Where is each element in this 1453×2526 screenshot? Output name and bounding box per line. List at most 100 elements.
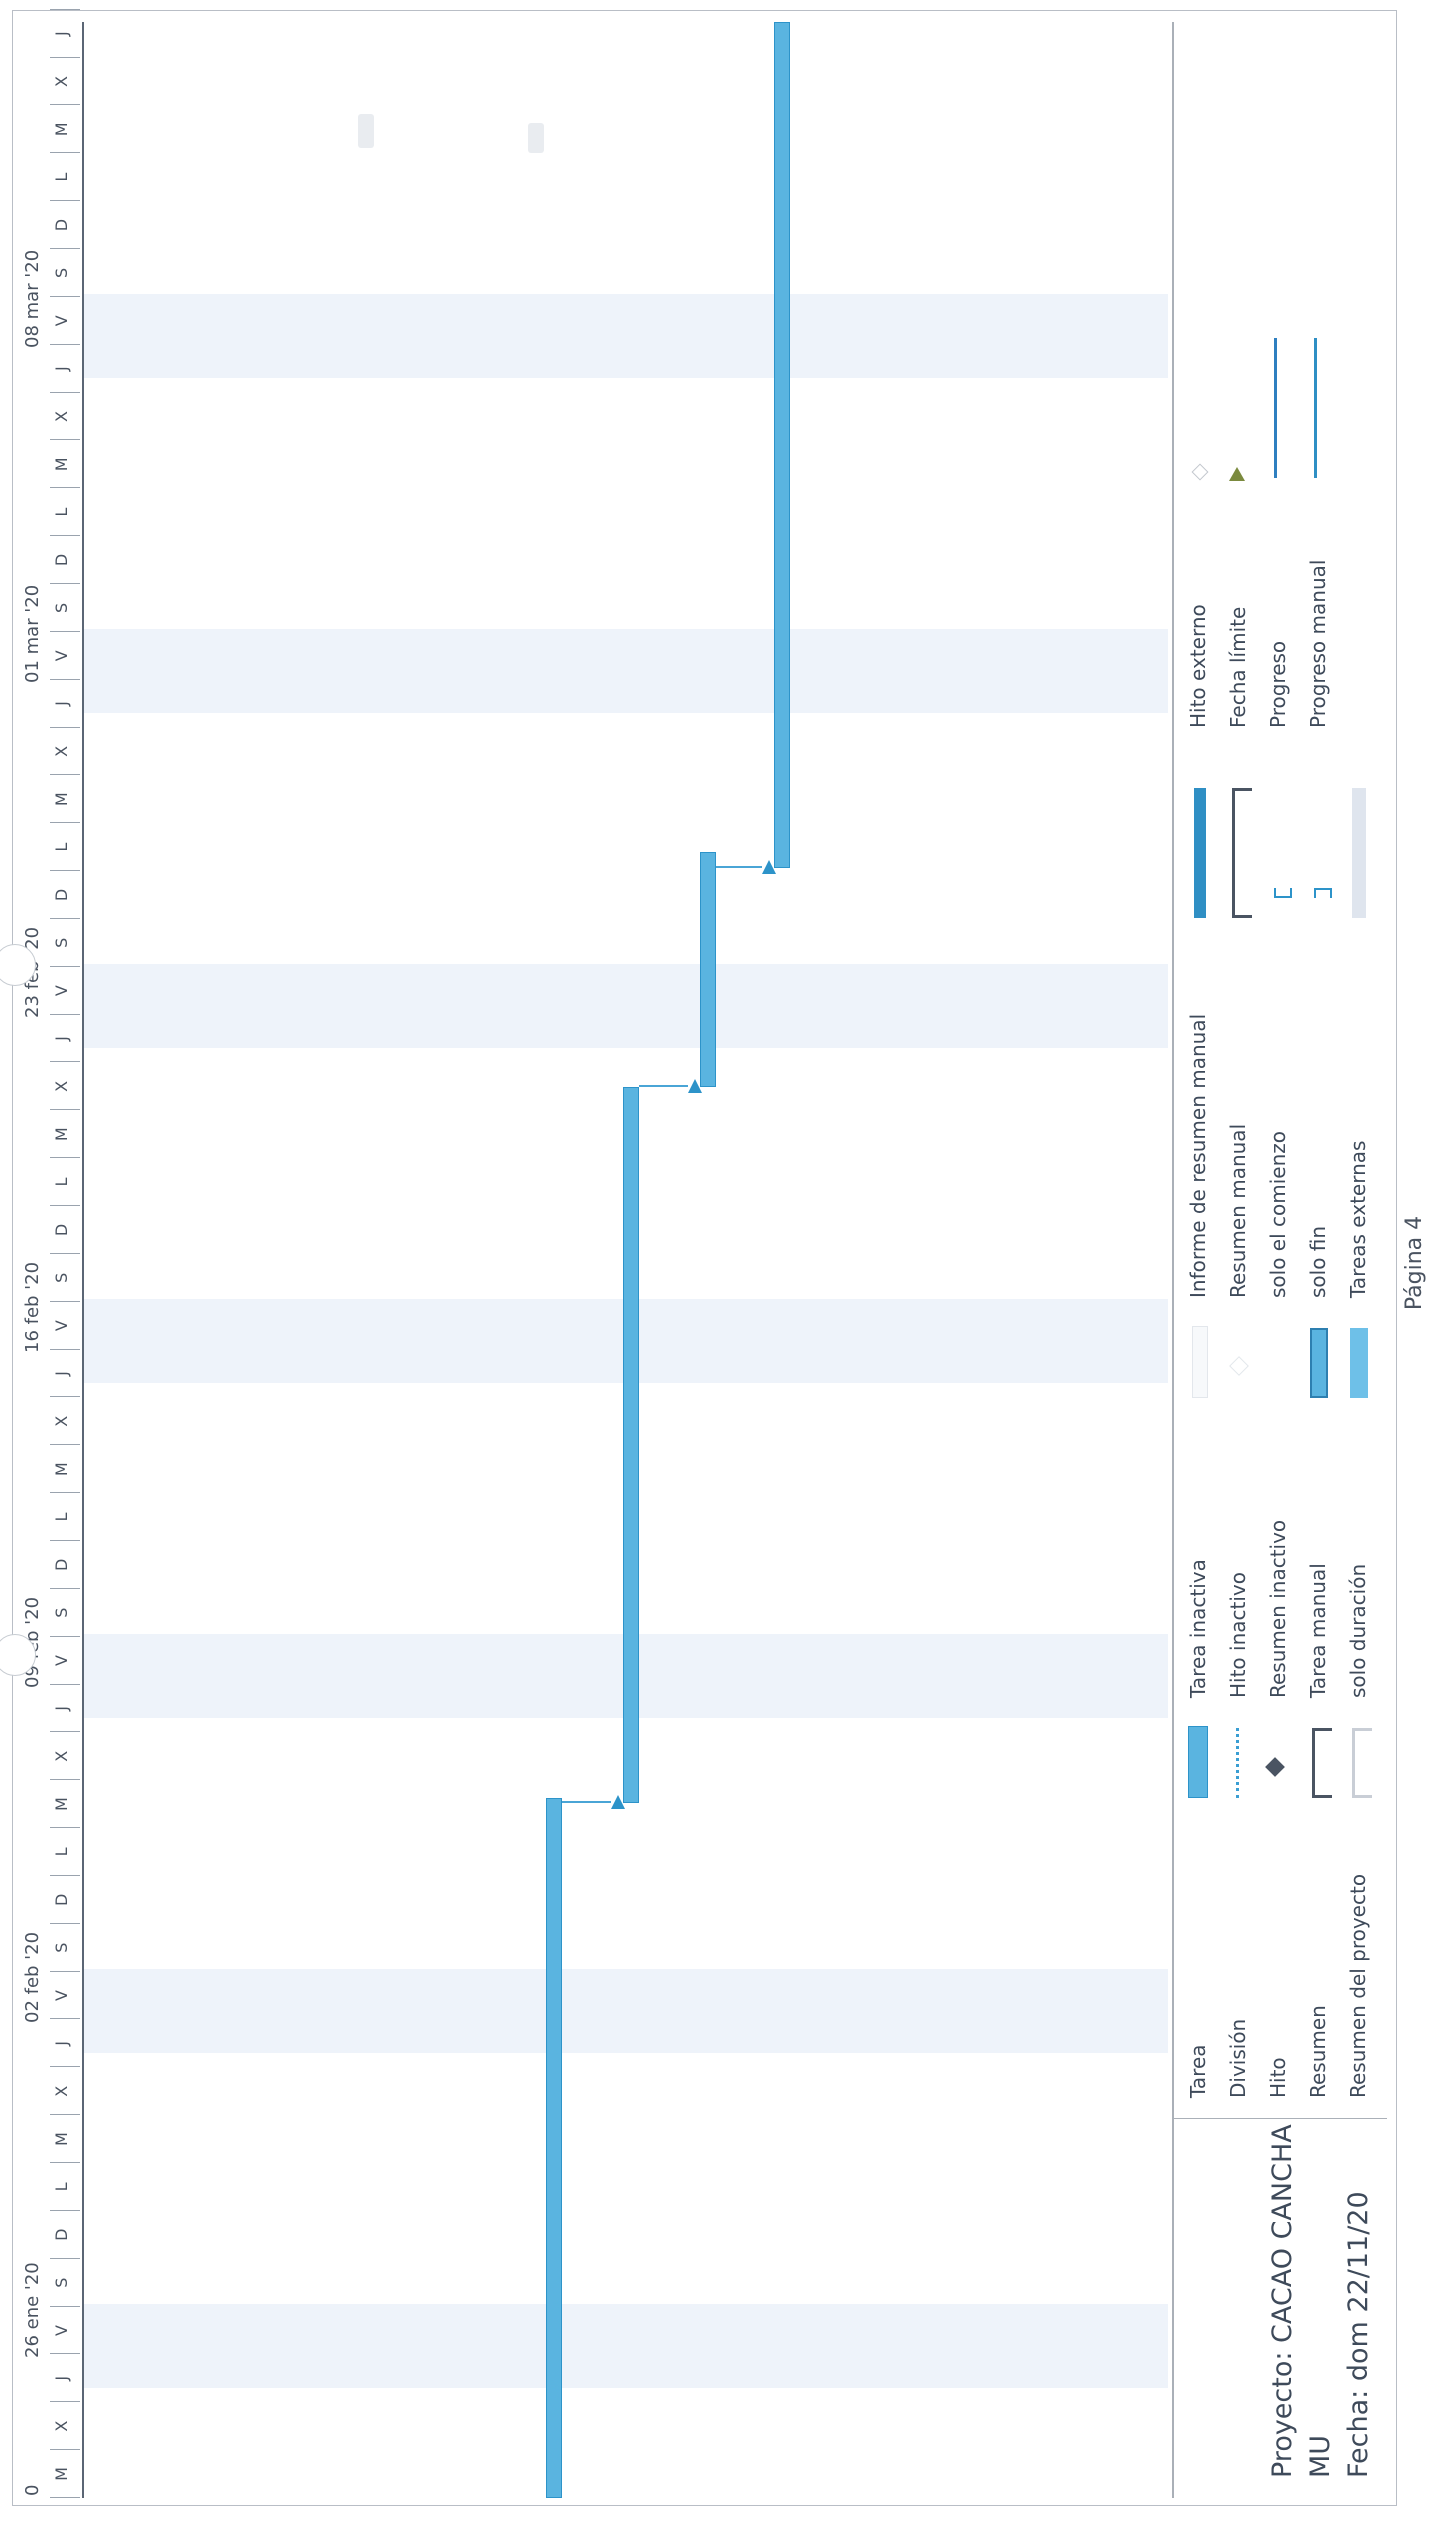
day-tick bbox=[50, 1779, 80, 1781]
day-letter: S bbox=[52, 1272, 71, 1283]
legend-manual-task-symbol bbox=[1310, 1328, 1328, 1398]
day-tick bbox=[50, 535, 80, 537]
day-letter: D bbox=[52, 1558, 71, 1572]
day-tick bbox=[50, 1252, 80, 1254]
legend-item: División bbox=[1226, 2018, 1250, 2098]
legend-item: Tarea inactiva bbox=[1186, 1559, 1210, 1698]
legend-manual-summary-symbol bbox=[1232, 788, 1252, 918]
legend-item: Resumen inactivo bbox=[1266, 1519, 1290, 1698]
day-tick bbox=[50, 1492, 80, 1494]
day-letter: D bbox=[52, 1223, 71, 1237]
scale-fragment-label: 0 bbox=[22, 2484, 43, 2496]
day-letter: X bbox=[52, 2085, 71, 2097]
legend-item: solo fin bbox=[1306, 1225, 1330, 1298]
task-bar-2[interactable] bbox=[623, 1087, 639, 1803]
day-letter: V bbox=[52, 1990, 71, 2001]
day-letter: J bbox=[52, 31, 71, 37]
legend-item: Hito inactivo bbox=[1226, 1572, 1250, 1698]
day-letter: D bbox=[52, 553, 71, 567]
dependency-arrow bbox=[762, 860, 776, 874]
day-tick bbox=[50, 965, 80, 967]
dependency-arrow bbox=[688, 1079, 702, 1093]
scan-smudge bbox=[528, 123, 544, 153]
day-letter: V bbox=[52, 650, 71, 662]
day-tick bbox=[50, 1922, 80, 1924]
day-tick bbox=[50, 1013, 80, 1015]
legend-duration-only-symbol bbox=[1350, 1328, 1368, 1398]
day-letter: X bbox=[52, 76, 71, 87]
gantt-chart-area bbox=[18, 22, 1168, 2498]
legend-manual-summary-report-symbol bbox=[1194, 788, 1206, 918]
project-name: Proyecto: CACAO CANCHA MU bbox=[1267, 2124, 1336, 2478]
day-tick bbox=[50, 2209, 80, 2211]
day-tick bbox=[50, 1635, 80, 1637]
task-bar-4[interactable] bbox=[774, 22, 790, 868]
day-tick bbox=[50, 2066, 80, 2068]
day-tick bbox=[50, 1827, 80, 1829]
day-tick bbox=[50, 1348, 80, 1350]
timescale-header: 0 26 ene '20 02 feb '20 09 feb '20 16 fe… bbox=[18, 8, 84, 2498]
legend-progress-symbol bbox=[1274, 338, 1277, 478]
day-letter: J bbox=[52, 701, 71, 706]
legend-item: Resumen bbox=[1306, 2005, 1330, 2098]
legend-item: Progreso manual bbox=[1306, 559, 1330, 728]
dependency-arrow bbox=[611, 1795, 625, 1809]
day-letter: M bbox=[52, 1797, 71, 1812]
day-tick bbox=[50, 1396, 80, 1398]
weekend-band bbox=[82, 294, 1168, 378]
legend-item: Informe de resumen manual bbox=[1186, 1013, 1210, 1298]
project-date: Fecha: dom 22/11/20 bbox=[1343, 2191, 1374, 2478]
day-letter: X bbox=[52, 1080, 71, 1092]
day-letter: M bbox=[52, 1462, 71, 1477]
task-bar-1[interactable] bbox=[546, 1798, 562, 2498]
day-tick bbox=[50, 2401, 80, 2403]
dependency-link bbox=[639, 1085, 688, 1087]
legend-inactive-milestone-icon bbox=[1229, 1356, 1249, 1376]
legend-summary-symbol bbox=[1312, 1728, 1332, 1798]
day-letter: L bbox=[52, 1177, 71, 1187]
day-letter: M bbox=[52, 2467, 71, 2481]
day-tick bbox=[50, 1444, 80, 1446]
day-tick bbox=[50, 343, 80, 345]
legend-item: Resumen del proyecto bbox=[1346, 1873, 1370, 2098]
day-tick bbox=[50, 1540, 80, 1541]
day-letter: L bbox=[52, 842, 71, 852]
day-tick bbox=[50, 104, 80, 106]
day-tick bbox=[50, 1587, 80, 1589]
legend-item: Tareas externas bbox=[1346, 1140, 1370, 1298]
day-letter: M bbox=[52, 2132, 71, 2146]
day-tick bbox=[50, 2162, 80, 2164]
week-label: 01 mar '20 bbox=[22, 584, 43, 683]
day-tick bbox=[50, 1970, 80, 1972]
day-tick bbox=[50, 2018, 80, 2020]
legend-item: solo el comienzo bbox=[1266, 1130, 1290, 1298]
dependency-link bbox=[562, 1801, 611, 1803]
day-tick bbox=[50, 1205, 80, 1207]
day-tick bbox=[50, 152, 80, 154]
day-tick bbox=[50, 1731, 80, 1733]
day-tick bbox=[50, 1157, 80, 1159]
day-tick bbox=[50, 8, 80, 10]
task-bar-3[interactable] bbox=[700, 852, 716, 1087]
day-letter: V bbox=[52, 2324, 71, 2336]
legend-manual-progress-symbol bbox=[1314, 338, 1317, 478]
day-letter: L bbox=[52, 172, 71, 182]
day-letter: V bbox=[52, 315, 71, 327]
day-tick bbox=[50, 2257, 80, 2259]
day-letter: M bbox=[52, 122, 71, 137]
day-letter: S bbox=[52, 1607, 71, 1618]
day-letter: X bbox=[52, 745, 71, 757]
week-label: 26 ene '20 bbox=[22, 2262, 43, 2358]
day-letter: J bbox=[52, 1706, 71, 1711]
legend-milestone-icon bbox=[1265, 1757, 1285, 1777]
day-tick bbox=[50, 1300, 80, 1302]
legend-item: solo duración bbox=[1346, 1563, 1370, 1698]
day-letter: J bbox=[52, 366, 71, 371]
day-tick bbox=[50, 2449, 80, 2451]
day-letter: S bbox=[52, 267, 71, 278]
legend-external-tasks-symbol bbox=[1352, 788, 1366, 918]
dependency-link bbox=[716, 866, 762, 868]
day-tick bbox=[50, 2305, 80, 2307]
